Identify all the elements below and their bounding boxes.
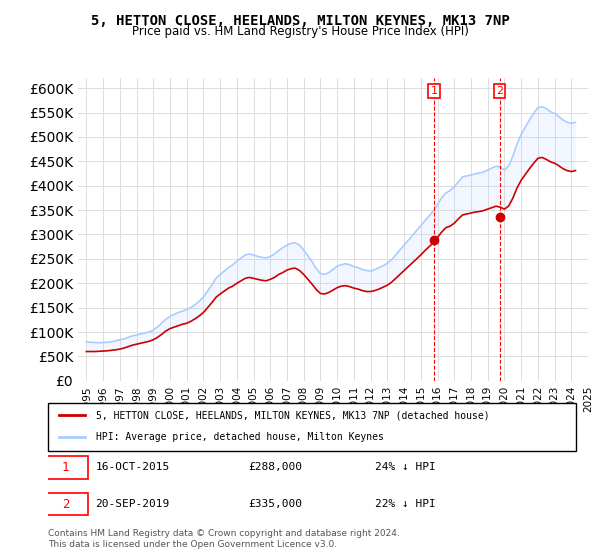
- Text: 1: 1: [62, 461, 69, 474]
- FancyBboxPatch shape: [43, 493, 88, 515]
- Text: HPI: Average price, detached house, Milton Keynes: HPI: Average price, detached house, Milt…: [95, 432, 383, 442]
- Text: 5, HETTON CLOSE, HEELANDS, MILTON KEYNES, MK13 7NP (detached house): 5, HETTON CLOSE, HEELANDS, MILTON KEYNES…: [95, 410, 489, 420]
- Text: 5, HETTON CLOSE, HEELANDS, MILTON KEYNES, MK13 7NP: 5, HETTON CLOSE, HEELANDS, MILTON KEYNES…: [91, 14, 509, 28]
- Text: 1: 1: [430, 86, 437, 96]
- Text: 16-OCT-2015: 16-OCT-2015: [95, 463, 170, 473]
- FancyBboxPatch shape: [43, 456, 88, 479]
- Text: 2: 2: [62, 498, 69, 511]
- Text: 22% ↓ HPI: 22% ↓ HPI: [376, 499, 436, 509]
- Text: 2: 2: [496, 86, 503, 96]
- Text: 20-SEP-2019: 20-SEP-2019: [95, 499, 170, 509]
- Text: 24% ↓ HPI: 24% ↓ HPI: [376, 463, 436, 473]
- Text: Price paid vs. HM Land Registry's House Price Index (HPI): Price paid vs. HM Land Registry's House …: [131, 25, 469, 38]
- Text: Contains HM Land Registry data © Crown copyright and database right 2024.
This d: Contains HM Land Registry data © Crown c…: [48, 529, 400, 549]
- FancyBboxPatch shape: [48, 403, 576, 451]
- Text: £335,000: £335,000: [248, 499, 302, 509]
- Text: £288,000: £288,000: [248, 463, 302, 473]
